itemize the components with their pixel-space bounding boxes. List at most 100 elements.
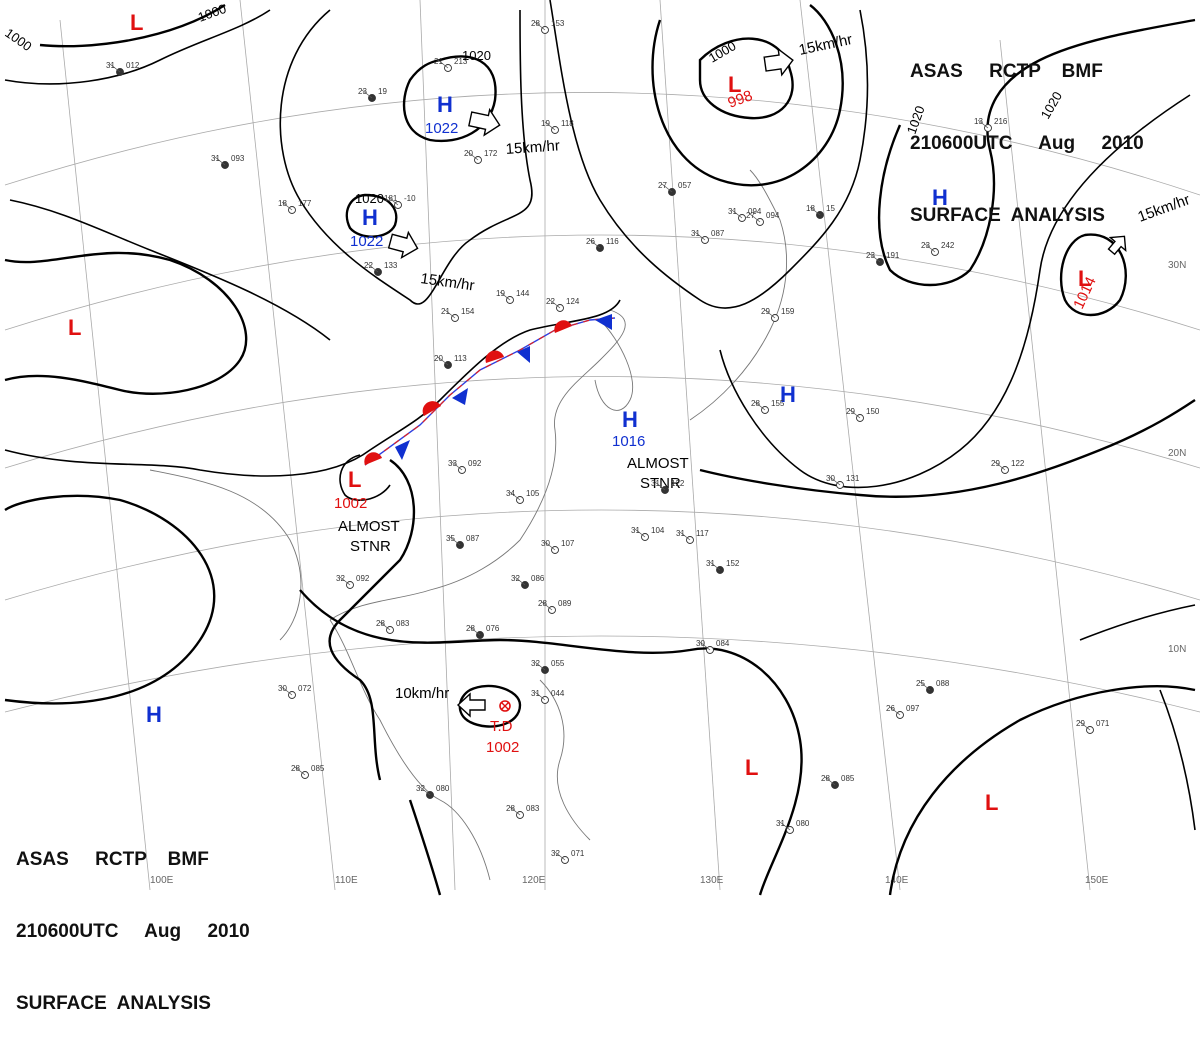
latitude-label: 10N [1168,644,1186,655]
low-center-letter: L [68,315,81,340]
station-pressure: 044 [551,689,565,698]
station-temperature: 31 [651,479,660,488]
station-plot: 19 144 [496,289,530,304]
station-pressure: 089 [558,599,572,608]
tropical-depression-symbol [499,700,511,712]
wind-barb-icon [731,209,743,219]
low-center-letter: L [728,72,741,97]
isobar [1079,604,1196,641]
station-pressure: 159 [781,307,795,316]
wind-barb-icon [654,481,666,491]
station-plot: 26 116 [586,237,619,252]
longitude-line [999,39,1091,891]
station-plot: 25 088 [916,679,950,694]
isobar-label: 1020 [462,48,491,63]
station-temperature: 21 [441,307,450,316]
station-pressure: 092 [356,574,370,583]
header-line-1: ASAS RCTP BMF [910,61,1103,82]
isobar [719,94,1191,489]
station-plot: 22 133 [364,261,398,276]
longitude-line [659,0,721,891]
station-plot: 19 118 [541,119,574,134]
station-pressure: 131 [846,474,860,483]
wind-barb-icon [541,601,553,611]
header-title-block: ASAS RCTP BMF 210600UTC Aug 2010 SURFACE… [910,12,1144,252]
isobar [888,685,1196,896]
station-plot: 27 094 [746,211,780,226]
longitude-label: 120E [522,875,546,886]
isobar [4,9,271,85]
station-pressure: 152 [726,559,740,568]
wind-barb-icon [549,299,561,309]
station-temperature: 26 [586,237,595,246]
station-temperature: 29 [991,459,1000,468]
station-plot: 181 -10 [384,194,416,209]
wind-barb-icon [824,776,836,786]
station-plot: 18 15 [806,204,835,219]
graticule [4,0,1200,891]
station-temperature: 19 [541,119,550,128]
wind-barb-icon [109,63,121,73]
wind-barb-icon [749,213,761,223]
station-temperature: 30 [696,639,705,648]
isobar [402,55,497,143]
tropical-depression-label: T.D [490,718,513,735]
wind-barb-icon [809,206,821,216]
longitude-line [59,19,151,891]
low-center-letter: L [130,10,143,35]
header-line-2: 210600UTC Aug 2010 [910,133,1144,154]
station-temperature: 23 [921,241,930,250]
station-temperature: 31 [728,207,737,216]
station-pressure: 085 [311,764,325,773]
station-plot: 23 19 [358,87,387,102]
isobar-label: 1020 [355,191,384,206]
motion-speed-label: 15km/hr [505,137,560,158]
station-plot: 31 080 [776,819,810,834]
motion-arrow-icon [468,107,501,137]
station-plot: 21 154 [441,307,475,322]
coastline-korea [594,319,634,411]
wind-barb-icon [281,686,293,696]
wind-barb-icon [634,528,646,538]
station-plot: 28 085 [291,764,325,779]
isobar [1159,689,1196,831]
station-pressure: 144 [516,289,530,298]
station-pressure: 155 [771,399,785,408]
station-temperature: 31 [211,154,220,163]
wind-barb-icon [379,621,391,631]
high-center-value: 1016 [612,433,645,450]
station-temperature: 28 [821,774,830,783]
cold-front-marker [452,388,468,405]
wind-barb-icon [281,201,293,211]
station-pressure: 088 [936,679,950,688]
station-temperature: 28 [376,619,385,628]
wind-barb-icon [387,196,399,206]
station-temperature: 29 [761,307,770,316]
station-pressure: 213 [454,57,468,66]
station-plot: 23 191 [866,251,900,266]
station-plot: 28 076 [466,624,500,639]
wind-barb-icon [924,243,936,253]
high-center-letter: H [622,407,638,432]
isobar [4,299,621,477]
latitude-line [4,234,1200,331]
station-plot: 18 177 [278,199,312,214]
station-temperature: 29 [846,407,855,416]
station-plot: 32 080 [416,784,450,799]
wind-barb-icon [1079,721,1091,731]
wind-barb-icon [361,89,373,99]
footer-line-3: SURFACE ANALYSIS [16,993,211,1014]
wind-barb-icon [419,786,431,796]
station-plot: 32 092 [336,574,370,589]
station-pressure: 072 [298,684,312,693]
station-pressure: 080 [796,819,810,828]
station-pressure: 094 [766,211,780,220]
station-plot: 30 131 [826,474,860,489]
wind-barb-icon [889,706,901,716]
station-temperature: 28 [751,399,760,408]
motion-arrow-icon [763,47,794,77]
station-plot: 26 097 [886,704,920,719]
wind-barb-icon [829,476,841,486]
longitude-label: 130E [700,875,724,886]
station-pressure: 19 [378,87,387,96]
